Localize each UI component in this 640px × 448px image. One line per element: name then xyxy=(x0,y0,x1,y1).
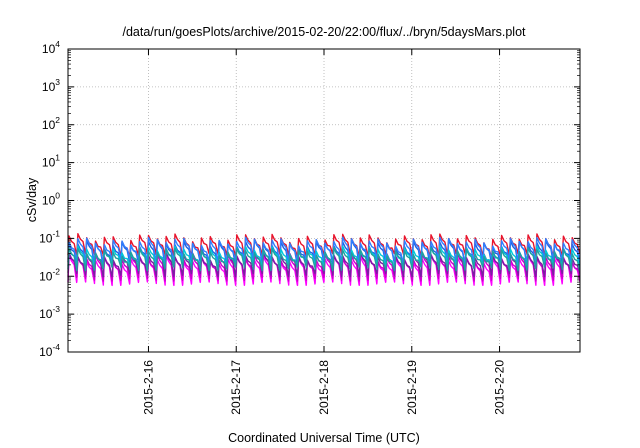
x-tick-label: 2015-2-16 xyxy=(141,360,155,415)
grid-lines xyxy=(68,49,580,352)
y-tick-label: 10-1 xyxy=(39,228,60,245)
plot-frame xyxy=(67,48,581,353)
chart-title: /data/run/goesPlots/archive/2015-02-20/2… xyxy=(122,25,526,39)
x-tick-label: 2015-2-17 xyxy=(229,360,243,415)
y-tick-label: 100 xyxy=(42,191,60,208)
y-tick-label: 10-2 xyxy=(39,266,60,283)
x-tick-label: 2015-2-19 xyxy=(405,360,419,415)
series-lines xyxy=(67,233,581,287)
x-tick-label: 2015-2-20 xyxy=(493,360,507,415)
series-line xyxy=(67,246,581,272)
y-tick-label: 10-3 xyxy=(39,304,60,321)
axis-ticks: 10-4 10-3 10-2 10-1 100 101 102 103 104 2015-2-16… xyxy=(39,39,580,415)
y-tick-label: 10-4 xyxy=(39,342,60,359)
y-tick-label: 101 xyxy=(42,153,60,170)
y-tick-label: 102 xyxy=(42,115,60,132)
y-tick-label: 104 xyxy=(42,39,60,56)
x-axis-label: Coordinated Universal Time (UTC) xyxy=(228,431,420,445)
y-tick-label: 103 xyxy=(42,77,60,94)
x-tick-label: 2015-2-18 xyxy=(317,360,331,415)
y-axis-label: cSv/day xyxy=(25,177,39,222)
